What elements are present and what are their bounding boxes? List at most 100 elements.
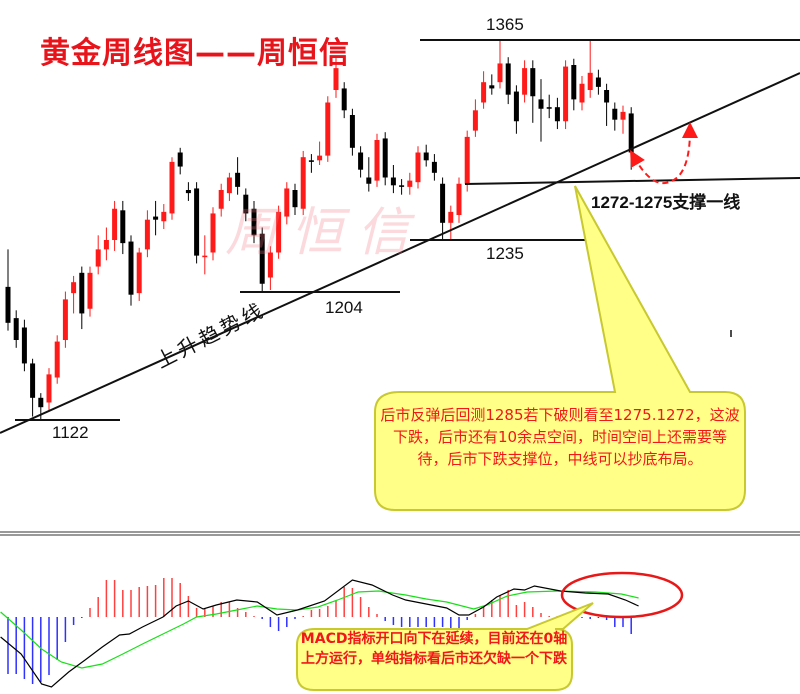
candle	[472, 99, 478, 137]
label-1204: 1204	[325, 298, 363, 317]
candle-body	[546, 107, 552, 109]
candle-body	[136, 252, 142, 294]
candle-body	[415, 152, 421, 183]
candle	[103, 227, 109, 261]
candle-body	[276, 211, 282, 253]
candle	[120, 200, 126, 255]
candle-body	[243, 194, 249, 214]
candle	[5, 249, 11, 331]
candle-body	[194, 188, 200, 256]
candle-body	[317, 155, 323, 161]
candle	[317, 141, 323, 165]
candle	[505, 57, 511, 105]
candle-body	[13, 318, 19, 340]
candle	[194, 182, 200, 264]
candle-body	[538, 99, 544, 109]
chart-title: 黄金周线图——周恒信	[40, 36, 350, 71]
candle	[251, 200, 257, 244]
candle	[46, 368, 52, 411]
candle	[374, 133, 380, 187]
highlight-ellipse	[560, 571, 684, 619]
candle-body	[563, 66, 569, 122]
candle-body	[38, 397, 44, 408]
candle	[276, 205, 282, 259]
candle	[284, 182, 290, 225]
candle	[366, 157, 372, 192]
candle-body	[390, 177, 396, 186]
candle-body	[333, 68, 339, 90]
candle	[21, 319, 27, 372]
candle-body	[62, 299, 68, 340]
candle-body	[267, 252, 273, 278]
candle-body	[218, 190, 224, 209]
candle	[95, 235, 101, 275]
candle-body	[95, 249, 101, 267]
candle	[292, 183, 298, 215]
candle	[407, 172, 413, 195]
candle	[628, 107, 634, 170]
candle-body	[71, 282, 77, 294]
candle-body	[407, 180, 413, 187]
candle-body	[30, 363, 36, 398]
candle-body	[169, 161, 175, 214]
candle-body	[505, 63, 511, 95]
candle	[243, 188, 249, 222]
candle	[235, 157, 241, 195]
candle-body	[202, 255, 208, 258]
candle	[464, 130, 470, 192]
candle-body	[374, 140, 380, 181]
candle-body	[235, 172, 241, 187]
macd-panel	[0, 578, 639, 688]
candle-body	[259, 233, 265, 284]
candle	[554, 97, 560, 130]
candle	[513, 85, 519, 134]
candle	[489, 74, 495, 95]
candle-body	[5, 286, 11, 323]
candle-body	[144, 219, 150, 250]
candle	[423, 144, 429, 167]
candle	[612, 102, 618, 131]
watermark: 周恒信	[225, 203, 424, 263]
candle-body	[456, 183, 462, 215]
candle	[620, 105, 626, 134]
candle	[259, 227, 265, 292]
price-callout-bubble	[374, 185, 746, 511]
candle	[382, 132, 388, 186]
label-1122: 1122	[52, 423, 89, 442]
candle	[415, 146, 421, 189]
candle-body	[423, 152, 429, 161]
candle	[563, 60, 569, 130]
candle-body	[325, 102, 331, 156]
candle-body	[185, 190, 191, 194]
candle	[71, 275, 77, 314]
candle	[325, 96, 331, 162]
candle-body	[522, 68, 528, 95]
candle	[571, 58, 577, 111]
candle	[390, 165, 396, 194]
candle	[546, 94, 552, 119]
candle	[481, 71, 487, 109]
candle	[538, 79, 544, 142]
candle-body	[472, 110, 478, 131]
candle	[13, 310, 19, 348]
candle-body	[153, 216, 159, 220]
candle	[169, 157, 175, 220]
candle	[153, 200, 159, 236]
candle	[210, 207, 216, 261]
support-line-1272-1275	[464, 177, 800, 185]
candle	[144, 210, 150, 258]
candle	[128, 235, 134, 306]
candle-body	[300, 157, 306, 209]
candle-body	[595, 77, 601, 87]
macd-callout-bubble	[296, 602, 594, 691]
candle	[185, 182, 191, 201]
candle	[448, 205, 454, 240]
candle	[267, 246, 273, 290]
candle	[300, 150, 306, 215]
candle-body	[620, 111, 626, 120]
candle	[218, 183, 224, 217]
candle-body	[349, 115, 355, 148]
label-support: 1272-1275支撑一线	[591, 193, 741, 212]
candle-body	[554, 107, 560, 122]
